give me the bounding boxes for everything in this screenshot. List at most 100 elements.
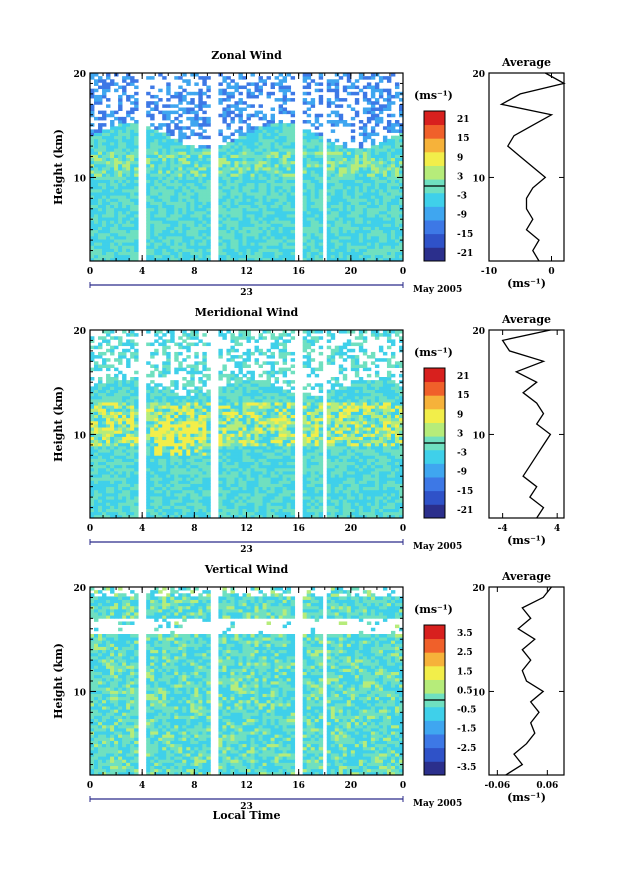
heatmap-cell <box>370 192 376 196</box>
heatmap-cell <box>394 201 400 205</box>
heatmap-cell <box>346 214 352 218</box>
heatmap-cell <box>394 176 400 180</box>
heatmap-cell <box>234 160 239 165</box>
heatmap-cell <box>122 88 127 93</box>
heatmap-cell <box>398 170 404 174</box>
heatmap-cell <box>218 170 223 174</box>
heatmap-cell <box>346 198 352 202</box>
heatmap-cell <box>370 141 376 146</box>
heatmap-cell <box>250 223 255 227</box>
heatmap-cell <box>198 502 203 506</box>
heatmap-cell <box>190 204 195 209</box>
heatmap-cell <box>274 182 279 187</box>
heatmap-cell <box>162 104 167 108</box>
heatmap-cell <box>98 94 103 99</box>
heatmap-cell <box>202 179 207 184</box>
heatmap-cell <box>342 248 348 252</box>
heatmap-cell <box>122 245 127 249</box>
heatmap-cell <box>386 210 392 215</box>
heatmap-cell <box>182 452 187 456</box>
heatmap-cell <box>358 154 364 158</box>
heatmap-cell <box>190 176 195 180</box>
heatmap-cell <box>174 217 179 221</box>
heatmap-cell <box>302 204 308 209</box>
heatmap-cell <box>146 398 151 403</box>
heatmap-cell <box>126 480 131 484</box>
heatmap-cell <box>118 449 123 453</box>
heatmap-cell <box>234 104 239 108</box>
heatmap-cell <box>102 170 107 174</box>
heatmap-cell <box>338 170 344 174</box>
heatmap-cell <box>226 226 231 231</box>
heatmap-cell <box>122 373 127 378</box>
heatmap-cell <box>206 104 211 108</box>
heatmap-cell <box>122 455 127 459</box>
heatmap-cell <box>390 176 396 180</box>
heatmap-cell <box>338 239 344 243</box>
heatmap-cell <box>90 420 95 425</box>
heatmap-cell <box>130 464 135 469</box>
heatmap-cell <box>98 420 103 425</box>
heatmap-cell <box>98 499 103 503</box>
heatmap-cell <box>134 79 139 83</box>
heatmap-cell <box>282 245 288 249</box>
heatmap-cell <box>194 204 199 209</box>
heatmap-cell <box>342 151 348 155</box>
heatmap-cell <box>306 85 312 90</box>
heatmap-cell <box>306 148 312 152</box>
heatmap-cell <box>262 217 267 221</box>
heatmap-cell <box>190 220 195 224</box>
heatmap-cell <box>306 245 312 249</box>
heatmap-cell <box>250 192 255 196</box>
heatmap-cell <box>102 458 107 462</box>
heatmap-cell <box>158 248 163 252</box>
heatmap-cell <box>158 223 163 227</box>
heatmap-cell <box>134 467 139 472</box>
heatmap-cell <box>370 116 376 121</box>
heatmap-cell <box>258 223 263 227</box>
heatmap-cell <box>110 185 115 190</box>
heatmap-cell <box>178 129 183 133</box>
heatmap-cell <box>130 417 135 422</box>
heatmap-cell <box>118 239 123 243</box>
heatmap-cell <box>114 157 119 162</box>
heatmap-cell <box>114 151 119 155</box>
heatmap-cell <box>198 452 203 456</box>
heatmap-cell <box>354 207 360 212</box>
heatmap-cell <box>390 192 396 196</box>
heatmap-cell <box>122 486 127 491</box>
heatmap-cell <box>378 214 384 218</box>
heatmap-cell <box>222 229 227 234</box>
heatmap-cell <box>238 201 243 205</box>
heatmap-cell <box>254 229 259 234</box>
heatmap-cell <box>370 217 376 221</box>
heatmap-cell <box>98 486 103 491</box>
heatmap-cell <box>194 242 199 246</box>
heatmap-cell <box>186 442 191 447</box>
heatmap-cell <box>134 129 139 133</box>
heatmap-cell <box>158 486 163 491</box>
heatmap-cell <box>150 188 155 193</box>
heatmap-cell <box>318 173 324 177</box>
heatmap-cell <box>110 417 115 422</box>
heatmap-cell <box>342 201 348 205</box>
heatmap-cell <box>130 333 135 337</box>
heatmap-cell <box>154 496 159 500</box>
heatmap-cell <box>90 88 95 93</box>
heatmap-cell <box>118 439 123 444</box>
heatmap-cell <box>182 235 187 240</box>
heatmap-cell <box>114 389 119 394</box>
heatmap-cell <box>222 116 227 121</box>
heatmap-cell <box>166 445 171 450</box>
heatmap-cell <box>246 82 251 86</box>
heatmap-cell <box>110 226 115 231</box>
heatmap-cell <box>110 449 115 453</box>
heatmap-cell <box>282 248 288 252</box>
heatmap-cell <box>282 151 288 155</box>
heatmap-cell <box>290 129 296 133</box>
heatmap-cell <box>358 167 364 171</box>
heatmap-cell <box>134 226 139 231</box>
heatmap-cell <box>122 436 127 441</box>
heatmap-cell <box>102 505 107 509</box>
heatmap-cell <box>90 502 95 506</box>
